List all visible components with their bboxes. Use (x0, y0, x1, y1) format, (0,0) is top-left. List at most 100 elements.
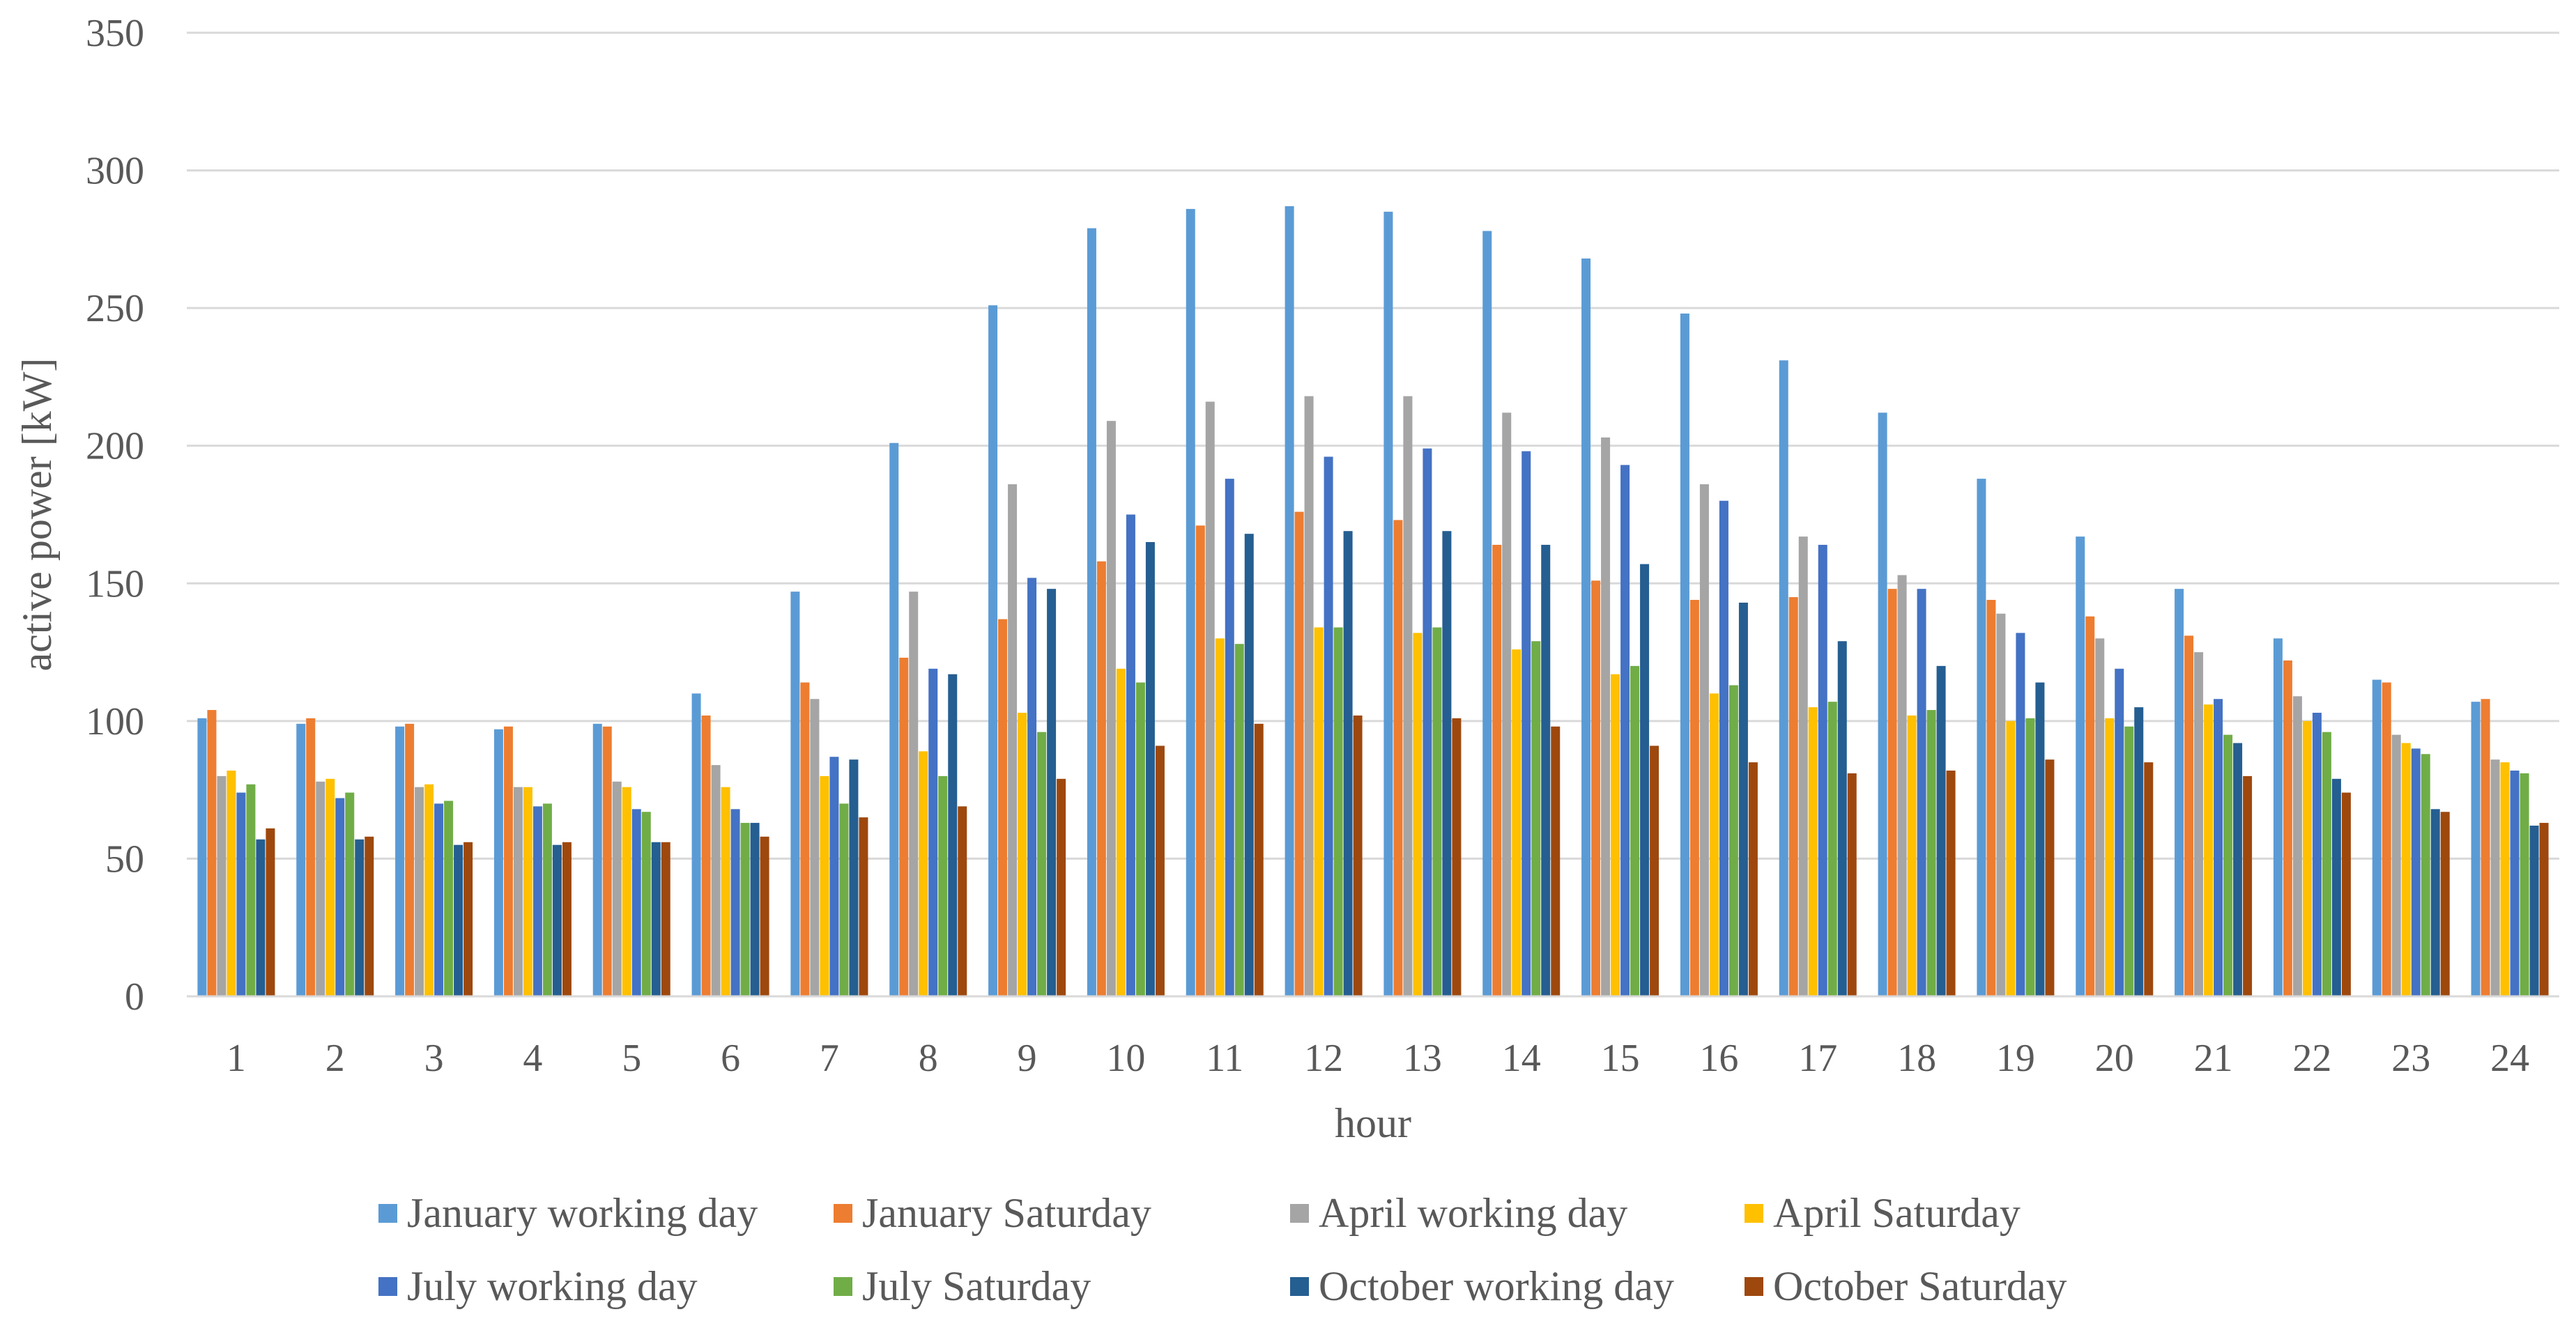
bar (2025, 718, 2035, 996)
bar (296, 723, 306, 996)
bar (592, 723, 602, 996)
bar (928, 668, 938, 996)
bar (236, 792, 246, 996)
bar (1502, 412, 1512, 996)
bar (1699, 484, 1709, 996)
bar (1788, 597, 1798, 996)
bar (1946, 770, 1956, 996)
bar (1353, 715, 1363, 996)
bar (266, 828, 275, 996)
legend-item: April Saturday (1745, 1190, 2021, 1236)
bar (2481, 699, 2490, 996)
bar (2401, 743, 2411, 996)
bar (839, 803, 849, 996)
bar (1611, 674, 1620, 996)
x-axis: 1 2 3 4 5 6 7 8 9 10 11 12 13 14 15 16 17 18 19 20 21 22 23 24 (227, 1037, 2529, 1080)
legend-item: July working day (378, 1263, 698, 1309)
y-tick-label: 50 (105, 837, 144, 881)
legend-swatch (834, 1277, 852, 1296)
bar (1689, 599, 1699, 996)
bar (2391, 734, 2401, 996)
bar (454, 844, 463, 996)
x-tick-label: 24 (2490, 1037, 2529, 1080)
x-tick-label: 15 (1601, 1037, 1640, 1080)
bar (1413, 633, 1423, 996)
bar (1492, 544, 1502, 996)
bar (2302, 720, 2312, 996)
bar (2144, 762, 2154, 996)
bar (207, 710, 217, 996)
x-tick-label: 7 (820, 1037, 839, 1080)
bar (948, 674, 958, 996)
bar (562, 842, 572, 996)
bar (1343, 531, 1353, 996)
bar (829, 757, 839, 996)
bar (721, 787, 730, 996)
bar (395, 726, 405, 996)
legend: January working day January Saturday April… (378, 1190, 2067, 1309)
bar (1719, 500, 1728, 996)
bar (1096, 561, 1106, 996)
legend-swatch (834, 1204, 852, 1223)
bar (316, 781, 325, 996)
bar (2184, 635, 2194, 996)
bar (631, 809, 641, 996)
legend-swatch (378, 1277, 397, 1296)
x-tick-label: 3 (424, 1037, 444, 1080)
legend-swatch (1745, 1204, 1763, 1223)
bar (1294, 511, 1304, 996)
x-tick-label: 18 (1897, 1037, 1936, 1080)
bar (651, 842, 661, 996)
bar (2440, 812, 2450, 996)
bar (2085, 616, 2095, 996)
bar (1383, 211, 1393, 996)
x-tick-label: 5 (622, 1037, 641, 1080)
legend-label: July Saturday (862, 1263, 1091, 1309)
bar (256, 839, 266, 996)
bar (1423, 448, 1432, 996)
legend-item: January Saturday (834, 1190, 1151, 1236)
bar (1304, 396, 1314, 996)
bar (1808, 707, 1818, 996)
bar (2520, 773, 2529, 996)
bar (434, 803, 444, 996)
legend-item: April working day (1290, 1190, 1627, 1236)
bar (1155, 746, 1165, 996)
x-tick-label: 2 (325, 1037, 345, 1080)
bar (849, 759, 859, 996)
bar (1403, 396, 1413, 996)
x-tick-label: 17 (1798, 1037, 1837, 1080)
bar (2124, 726, 2134, 996)
bar (938, 775, 948, 996)
bar (2214, 699, 2223, 996)
bar (750, 823, 760, 996)
bar (1620, 465, 1630, 996)
bar (1640, 564, 1650, 996)
bar (1314, 627, 1324, 996)
x-tick-label: 1 (227, 1037, 246, 1080)
bar (227, 770, 236, 996)
bar (958, 806, 967, 996)
bar (2529, 826, 2539, 996)
bars (197, 206, 2549, 997)
y-axis-title: active power [kW] (14, 358, 60, 672)
legend-swatch (1745, 1277, 1763, 1296)
bar (1748, 762, 1758, 996)
bar (1827, 702, 1837, 996)
bar (2510, 770, 2520, 996)
legend-label: April working day (1319, 1190, 1627, 1236)
bar (2411, 748, 2421, 996)
bar (1936, 665, 1946, 996)
bar (1837, 641, 1847, 996)
legend-swatch (1290, 1204, 1309, 1223)
bar (1442, 531, 1452, 996)
bar (306, 718, 316, 996)
bar (1215, 638, 1225, 996)
bar (335, 798, 345, 996)
bar (1798, 536, 1808, 996)
x-tick-label: 14 (1502, 1037, 1541, 1080)
bar (602, 726, 612, 996)
bar (889, 442, 899, 996)
bar (513, 787, 523, 996)
